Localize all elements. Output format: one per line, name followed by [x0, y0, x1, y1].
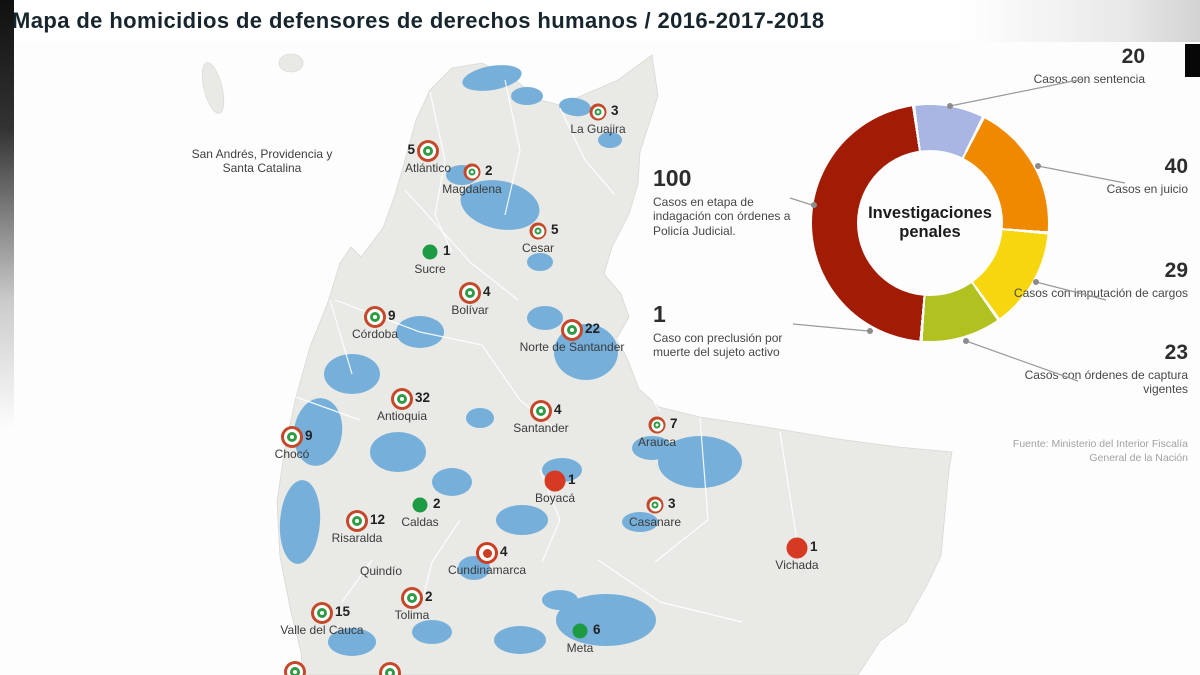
- stat-indagacion-label: Casos en etapa de indagación con órdenes…: [653, 195, 791, 238]
- target-marker-icon: [284, 661, 306, 675]
- marker-label: Magdalena: [442, 182, 502, 196]
- marker-value: 7: [670, 416, 678, 431]
- marker-label: Quindío: [359, 564, 403, 578]
- solid-dot-marker-icon: [572, 623, 588, 639]
- target-marker-icon: [311, 602, 333, 624]
- target-marker-icon: [561, 319, 583, 341]
- islands-shape: [201, 53, 304, 114]
- target-marker-icon: [391, 388, 413, 410]
- islands-label: San Andrés, Providencia y Santa Catalina: [191, 147, 333, 176]
- affected-municipalities: [279, 65, 742, 656]
- marker-value: 2: [433, 496, 441, 511]
- marker-value: 4: [554, 402, 562, 417]
- target-marker-icon: [589, 103, 607, 121]
- stat-captura-value: 23: [1164, 341, 1188, 364]
- stat-imputacion: 29 Casos con imputación de cargos: [1013, 260, 1188, 300]
- stat-imputacion-value: 29: [1164, 259, 1188, 282]
- target-marker-icon: [648, 416, 666, 434]
- marker-label: Boyacá: [534, 491, 576, 505]
- stat-captura: 23 Casos con órdenes de captura vigentes: [1013, 342, 1188, 397]
- marker-value: 5: [407, 142, 415, 157]
- stat-imputacion-label: Casos con imputación de cargos: [1013, 286, 1188, 300]
- marker-value: 12: [370, 512, 386, 527]
- marker-value: 3: [668, 496, 676, 511]
- stat-sentencia-label: Casos con sentencia: [1033, 72, 1145, 86]
- marker-value: 1: [810, 539, 818, 554]
- country-silhouette: [276, 54, 953, 675]
- top-right-black-block: [1185, 44, 1200, 77]
- marker-value: 32: [415, 390, 431, 405]
- stat-sentencia: 20 Casos con sentencia: [995, 46, 1145, 86]
- marker-value: 4: [483, 284, 491, 299]
- marker-label: Córdoba: [351, 327, 399, 341]
- marker-label: La Guajira: [570, 122, 626, 136]
- target-marker-icon: [417, 140, 439, 162]
- marker-label: Santander: [513, 421, 569, 435]
- target-marker-icon: [463, 163, 481, 181]
- marker-label: Bolívar: [451, 303, 489, 317]
- stat-preclusion-label: Caso con preclusión por muerte del sujet…: [653, 331, 783, 360]
- donut-center-label: Investigaciones penales: [857, 150, 1003, 296]
- target-marker-icon: [401, 587, 423, 609]
- source-note: Fuente: Ministerio del Interior Fiscalía…: [1012, 438, 1188, 464]
- target-marker-icon: [364, 306, 386, 328]
- marker-label: Vichada: [775, 558, 819, 572]
- marker-label: Caldas: [401, 515, 439, 529]
- marker-value: 2: [425, 589, 433, 604]
- marker-label: Risaralda: [331, 531, 383, 545]
- solid-dot-marker-icon: [422, 244, 438, 260]
- marker-label: Tolima: [394, 608, 430, 622]
- header-band: Mapa de homicidios de defensores de dere…: [0, 0, 1200, 42]
- target-marker-icon: [646, 496, 664, 514]
- marker-value: 9: [388, 308, 396, 323]
- target-marker-icon: [281, 426, 303, 448]
- stat-juicio-value: 40: [1164, 155, 1188, 178]
- solid-dot-marker-icon: [544, 470, 566, 492]
- stat-indagacion: 100 Casos en etapa de indagación con órd…: [653, 167, 801, 238]
- marker-value: 2: [485, 163, 493, 178]
- stat-indagacion-value: 100: [653, 165, 692, 191]
- marker-label: Antioquia: [376, 409, 428, 423]
- marker-value: 1: [568, 472, 576, 487]
- target-marker-icon: [529, 222, 547, 240]
- marker-value: 22: [585, 321, 601, 336]
- stat-sentencia-value: 20: [1121, 45, 1145, 68]
- target-marker-icon: [530, 400, 552, 422]
- stat-preclusion: 1 Caso con preclusión por muerte del suj…: [653, 303, 801, 360]
- marker-label: Arauca: [637, 435, 677, 449]
- solid-dot-marker-icon: [412, 497, 428, 513]
- marker-label: Casanare: [628, 515, 682, 529]
- target-marker-icon: [459, 282, 481, 304]
- marker-value: 1: [443, 243, 451, 258]
- marker-label: Atlántico: [404, 161, 452, 175]
- marker-label: Valle del Cauca: [280, 623, 364, 637]
- marker-label: Cesar: [521, 241, 554, 255]
- stat-preclusion-value: 1: [653, 301, 666, 327]
- marker-value: 9: [305, 428, 313, 443]
- target-marker-icon: [346, 510, 368, 532]
- page-title: Mapa de homicidios de defensores de dere…: [12, 8, 825, 33]
- marker-value: 15: [335, 604, 351, 619]
- marker-value: 5: [551, 222, 559, 237]
- target-marker-icon: [379, 662, 401, 675]
- department-borders: [295, 79, 801, 623]
- stat-captura-label: Casos con órdenes de captura vigentes: [1024, 368, 1188, 397]
- left-edge-gradient: [0, 0, 14, 430]
- marker-label: Cundinamarca: [447, 563, 527, 577]
- stat-juicio-label: Casos en juicio: [1106, 182, 1188, 196]
- donut-chart: Investigaciones penales: [812, 105, 1048, 341]
- solid-dot-marker-icon: [786, 537, 808, 559]
- marker-value: 3: [611, 103, 619, 118]
- target-marker-icon: [476, 542, 498, 564]
- marker-label: Norte de Santander: [519, 340, 625, 354]
- marker-value: 4: [500, 544, 508, 559]
- marker-value: 6: [593, 622, 601, 637]
- marker-label: Chocó: [274, 447, 310, 461]
- marker-label: Meta: [566, 641, 594, 655]
- marker-label: Sucre: [414, 262, 446, 276]
- stat-juicio: 40 Casos en juicio: [1038, 156, 1188, 196]
